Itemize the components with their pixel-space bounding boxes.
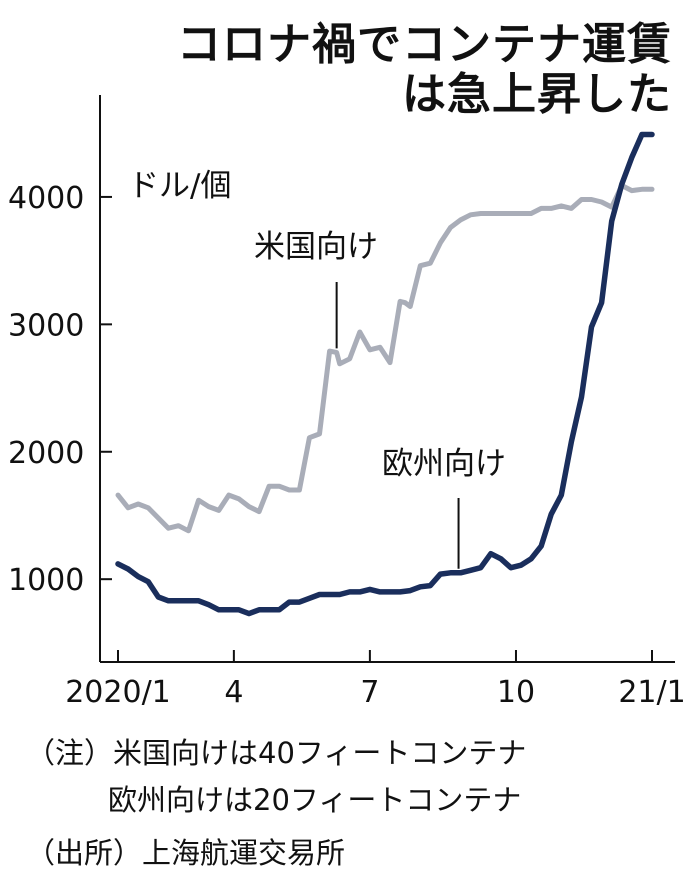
x-tick-label: 10	[497, 675, 535, 710]
note-line-2: 欧州向けは20フィートコンテナ	[108, 783, 522, 817]
chart-title-line-1: コロナ禍でコンテナ運賃	[177, 19, 672, 70]
series-line	[115, 131, 655, 617]
series-line	[115, 183, 655, 534]
y-tick-label: 2000	[8, 436, 84, 471]
y-tick-label: 3000	[8, 308, 84, 343]
x-tick-label: 4	[224, 675, 243, 710]
source-note: （出所）上海航運交易所	[26, 836, 346, 870]
x-tick-label: 2020/1	[65, 675, 171, 710]
y-unit-label: ドル/個	[128, 168, 231, 204]
chart-title-line-2: は急上昇した	[402, 69, 672, 120]
x-tick-label: 7	[360, 675, 379, 710]
series-label: 米国向け	[254, 229, 378, 265]
x-tick-label: 21/1	[618, 675, 685, 710]
y-tick-label: 1000	[8, 563, 84, 598]
series-label: 欧州向け	[382, 446, 506, 482]
y-tick-label: 4000	[8, 181, 84, 216]
line-chart: 1000 2000 3000 4000 2020/1 4 7 10 21/1 ドル/個 米国向…	[8, 95, 686, 710]
note-line-1: （注）米国向けは40フィートコンテナ	[26, 736, 527, 770]
